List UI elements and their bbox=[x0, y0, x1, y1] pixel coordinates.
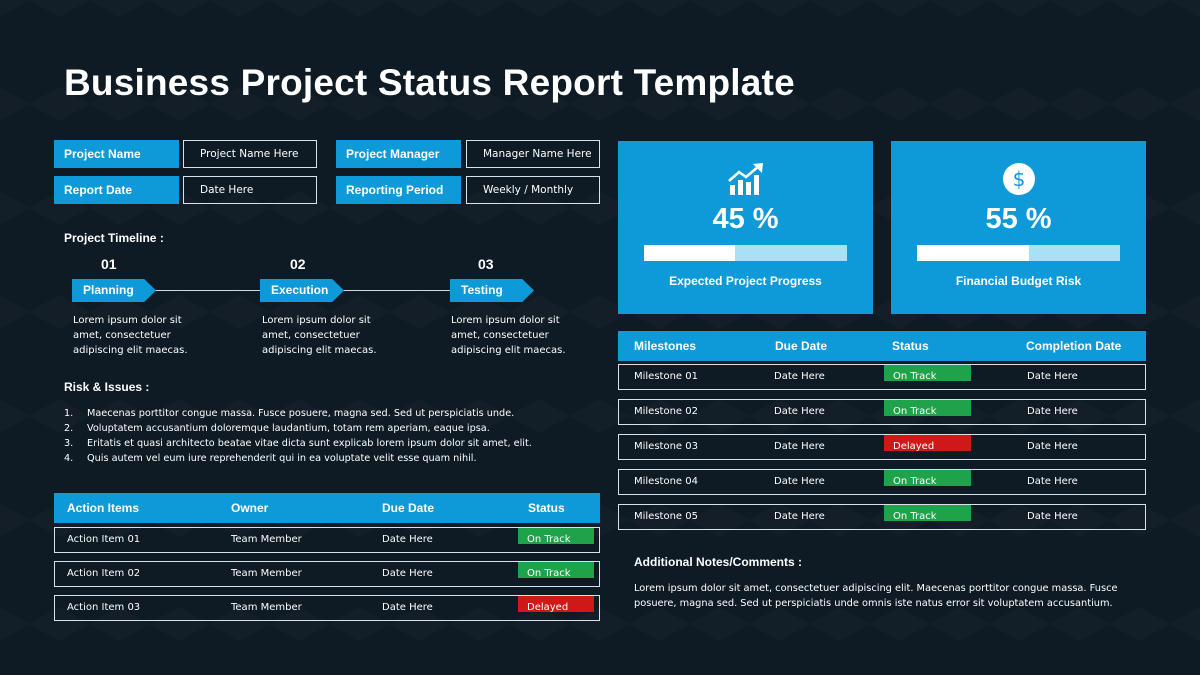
table-row[interactable]: Action Item 01 Team Member Date Here On … bbox=[54, 527, 600, 553]
milestone-cell: Milestone 05 bbox=[634, 511, 698, 522]
completion-date-cell: Date Here bbox=[1027, 476, 1078, 487]
kpi-caption: Financial Budget Risk bbox=[955, 274, 1082, 288]
timeline-step-testing: Testing bbox=[450, 279, 534, 302]
notes-text: Lorem ipsum dolor sit amet, consectetuer… bbox=[634, 583, 1118, 609]
status-badge: On Track bbox=[518, 562, 594, 579]
progress-bar bbox=[644, 245, 847, 261]
project-manager-label: Project Manager bbox=[336, 140, 461, 168]
completion-date-cell: Date Here bbox=[1027, 511, 1078, 522]
progress-bar bbox=[917, 245, 1120, 261]
list-number: 2. bbox=[64, 423, 74, 434]
progress-fill bbox=[644, 245, 736, 261]
table-row[interactable]: Milestone 02 Date Here On Track Date Her… bbox=[618, 399, 1146, 425]
project-name-label: Project Name bbox=[54, 140, 179, 168]
report-date-field[interactable]: Date Here bbox=[183, 176, 317, 204]
timeline-step-description: Lorem ipsum dolor sit amet, consectetuer… bbox=[73, 315, 188, 356]
timeline-step-execution: Execution bbox=[260, 279, 344, 302]
milestone-table-header: Milestones Due Date Status Completion Da… bbox=[618, 331, 1146, 361]
table-row[interactable]: Milestone 03 Date Here Delayed Date Here bbox=[618, 434, 1146, 460]
owner-cell: Team Member bbox=[231, 568, 302, 579]
list-text: Quis autem vel eum iure reprehenderit qu… bbox=[87, 453, 477, 464]
action-item-cell: Action Item 03 bbox=[67, 602, 141, 613]
status-badge: On Track bbox=[884, 365, 971, 382]
list-item: 1. Maecenas porttitor congue massa. Fusce… bbox=[64, 406, 604, 421]
kpi-caption: Expected Project Progress bbox=[669, 274, 822, 288]
action-item-cell: Action Item 02 bbox=[67, 568, 141, 579]
milestone-cell: Milestone 01 bbox=[634, 371, 698, 382]
completion-date-cell: Date Here bbox=[1027, 441, 1078, 452]
timeline-step-number: 01 bbox=[101, 256, 117, 272]
progress-fill bbox=[917, 245, 1029, 261]
status-badge: On Track bbox=[884, 505, 971, 522]
risk-list: 1. Maecenas porttitor congue massa. Fusce… bbox=[64, 406, 604, 466]
list-item: 4. Quis autem vel eum iure reprehenderit … bbox=[64, 451, 604, 466]
table-row[interactable]: Milestone 04 Date Here On Track Date Her… bbox=[618, 469, 1146, 495]
column-header: Status bbox=[528, 501, 565, 515]
list-text: Voluptatem accusantium doloremque laudan… bbox=[87, 423, 490, 434]
column-header: Action Items bbox=[67, 501, 140, 515]
kpi-card-budget: $ 55 % Financial Budget Risk bbox=[891, 141, 1146, 314]
action-item-cell: Action Item 01 bbox=[67, 534, 141, 545]
table-row[interactable]: Action Item 02 Team Member Date Here On … bbox=[54, 561, 600, 587]
table-row[interactable]: Action Item 03 Team Member Date Here Del… bbox=[54, 595, 600, 621]
action-table-header: Action Items Owner Due Date Status bbox=[54, 493, 600, 523]
due-date-cell: Date Here bbox=[382, 568, 433, 579]
column-header: Due Date bbox=[775, 339, 828, 353]
timeline-step-description: Lorem ipsum dolor sit amet, consectetuer… bbox=[451, 315, 566, 356]
due-date-cell: Date Here bbox=[774, 511, 825, 522]
chart-growth-icon bbox=[728, 163, 763, 195]
list-text: Eritatis et quasi architecto beatae vita… bbox=[87, 438, 532, 449]
completion-date-cell: Date Here bbox=[1027, 371, 1078, 382]
milestone-cell: Milestone 04 bbox=[634, 476, 698, 487]
risks-label: Risk & Issues : bbox=[64, 380, 150, 394]
table-row[interactable]: Milestone 05 Date Here On Track Date Her… bbox=[618, 504, 1146, 530]
due-date-cell: Date Here bbox=[382, 534, 433, 545]
milestone-cell: Milestone 02 bbox=[634, 406, 698, 417]
timeline-step-number: 02 bbox=[290, 256, 306, 272]
project-name-field[interactable]: Project Name Here bbox=[183, 140, 317, 168]
notes-label: Additional Notes/Comments : bbox=[634, 555, 803, 569]
completion-date-cell: Date Here bbox=[1027, 406, 1078, 417]
column-header: Owner bbox=[231, 501, 269, 515]
kpi-value: 45 % bbox=[712, 203, 779, 235]
column-header: Due Date bbox=[382, 501, 435, 515]
status-badge: Delayed bbox=[518, 596, 594, 613]
page-title: Business Project Status Report Template bbox=[64, 62, 795, 103]
timeline-step-number: 03 bbox=[478, 256, 494, 272]
list-number: 3. bbox=[64, 438, 74, 449]
report-date-label: Report Date bbox=[54, 176, 179, 204]
due-date-cell: Date Here bbox=[382, 602, 433, 613]
kpi-card-progress: 45 % Expected Project Progress bbox=[618, 141, 873, 314]
dollar-icon: $ bbox=[1003, 163, 1035, 195]
status-badge: Delayed bbox=[884, 435, 971, 452]
status-badge: On Track bbox=[884, 470, 971, 487]
due-date-cell: Date Here bbox=[774, 371, 825, 382]
due-date-cell: Date Here bbox=[774, 406, 825, 417]
due-date-cell: Date Here bbox=[774, 476, 825, 487]
column-header: Status bbox=[892, 339, 929, 353]
owner-cell: Team Member bbox=[231, 534, 302, 545]
status-badge: On Track bbox=[884, 400, 971, 417]
reporting-period-label: Reporting Period bbox=[336, 176, 461, 204]
svg-text:$: $ bbox=[1013, 167, 1026, 191]
list-number: 4. bbox=[64, 453, 74, 464]
timeline-step-description: Lorem ipsum dolor sit amet, consectetuer… bbox=[262, 315, 377, 356]
status-badge: On Track bbox=[518, 528, 594, 545]
column-header: Completion Date bbox=[1026, 339, 1122, 353]
list-text: Maecenas porttitor congue massa. Fusce p… bbox=[87, 408, 515, 419]
timeline-step-planning: Planning bbox=[72, 279, 156, 302]
list-item: 3. Eritatis et quasi architecto beatae vi… bbox=[64, 436, 604, 451]
owner-cell: Team Member bbox=[231, 602, 302, 613]
due-date-cell: Date Here bbox=[774, 441, 825, 452]
table-row[interactable]: Milestone 01 Date Here On Track Date Her… bbox=[618, 364, 1146, 390]
kpi-value: 55 % bbox=[985, 203, 1052, 235]
list-number: 1. bbox=[64, 408, 74, 419]
column-header: Milestones bbox=[634, 339, 697, 353]
milestone-cell: Milestone 03 bbox=[634, 441, 698, 452]
list-item: 2. Voluptatem accusantium doloremque laud… bbox=[64, 421, 604, 436]
reporting-period-field[interactable]: Weekly / Monthly bbox=[466, 176, 600, 204]
project-manager-field[interactable]: Manager Name Here bbox=[466, 140, 600, 168]
timeline-label: Project Timeline : bbox=[64, 231, 164, 245]
